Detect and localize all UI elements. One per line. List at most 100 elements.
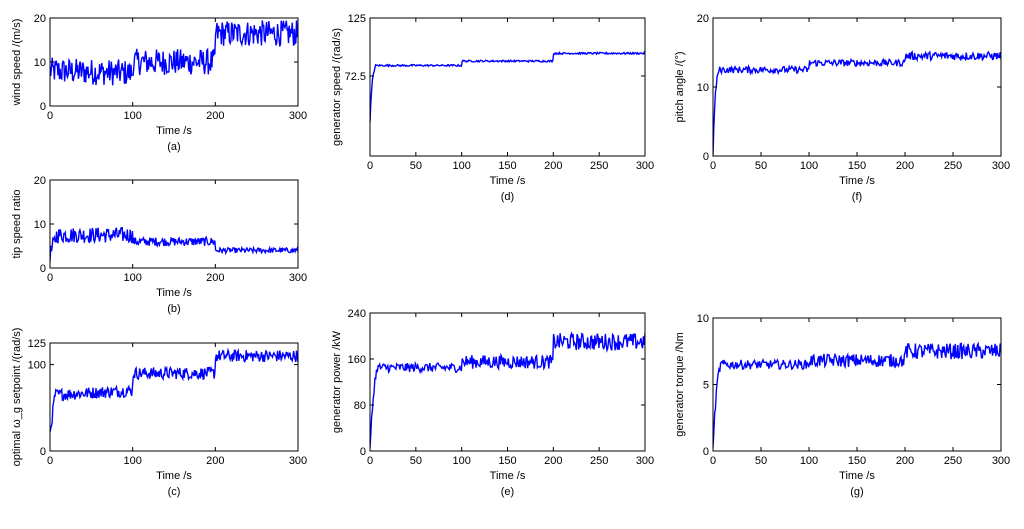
data-line-g [713,341,1001,448]
x-axis-label: Time /s [156,470,192,482]
x-axis-label: Time /s [839,470,875,482]
panel-caption: (b) [167,303,180,315]
x-tick-label: 150 [848,455,866,467]
y-tick-label: 20 [34,175,46,187]
y-tick-label: 10 [697,82,709,94]
x-tick-label: 250 [944,160,962,172]
panel-g: 0 50 100 150 200 250 300 0 5 10 Time /s (g) generato… [674,313,1010,498]
x-tick-label: 200 [206,455,224,467]
x-tick-label: 300 [992,160,1010,172]
x-tick-label: 300 [289,272,307,284]
y-tick-label: 240 [348,308,366,320]
panel-caption: (a) [167,141,180,153]
y-axis-label: wind speed /(m/s) [11,19,23,107]
y-tick-label: 72.5 [345,71,366,83]
y-axis-label: generator power /kW [331,330,343,433]
plot-frame-d [369,17,646,157]
x-tick-label: 0 [47,110,53,122]
x-axis-label: Time /s [156,287,192,299]
y-tick-label: 10 [34,219,46,231]
plot-frame-e [369,312,646,452]
y-axis-label: optimal ω_g setpoint /(rad/s) [11,328,23,467]
y-tick-label: 10 [697,313,709,325]
y-tick-label: 10 [34,57,46,69]
x-tick-label: 200 [896,160,914,172]
x-tick-label: 0 [710,455,716,467]
data-line-e [370,331,645,449]
x-tick-label: 100 [452,455,470,467]
y-tick-label: 0 [703,151,709,163]
y-tick-label: 20 [697,13,709,25]
x-tick-label: 100 [452,160,470,172]
x-tick-label: 200 [206,272,224,284]
y-tick-label: 0 [360,446,366,458]
x-tick-label: 300 [992,455,1010,467]
x-tick-label: 250 [944,455,962,467]
x-tick-label: 100 [123,455,141,467]
x-tick-label: 200 [544,455,562,467]
x-tick-label: 300 [289,455,307,467]
y-tick-label: 160 [348,354,366,366]
x-tick-label: 300 [636,160,654,172]
x-tick-label: 300 [636,455,654,467]
y-tick-label: 0 [40,446,46,458]
data-line-d [370,50,645,123]
y-tick-label: 0 [40,263,46,275]
x-tick-label: 50 [755,455,767,467]
plot-frame-b [49,179,299,269]
x-tick-label: 50 [755,160,767,172]
x-tick-label: 150 [498,455,516,467]
x-tick-label: 200 [544,160,562,172]
plot-frame-g [712,317,1002,452]
panel-d: 0 50 100 150 200 250 300 72.5 125 Time /s (d) gener… [331,13,654,203]
x-tick-label: 200 [206,110,224,122]
x-axis-label: Time /s [839,175,875,187]
x-axis-label: Time /s [156,125,192,137]
x-tick-label: 300 [289,110,307,122]
panel-caption: (c) [168,486,181,498]
panel-c: 0 100 200 300 0 100 125 Time /s (c) optimal ω_g s… [11,328,307,498]
x-tick-label: 150 [498,160,516,172]
panel-caption: (g) [850,486,863,498]
y-tick-label: 20 [34,13,46,25]
panel-e: 0 50 100 150 200 250 300 0 80 160 240 Time /s (e) gen… [331,308,654,498]
y-axis-label: pitch angle /(°) [674,51,686,122]
plot-frame-f [712,17,1002,157]
data-line-c [50,347,298,433]
x-tick-label: 100 [800,160,818,172]
x-tick-label: 50 [410,455,422,467]
x-tick-label: 0 [47,455,53,467]
panel-caption: (e) [501,486,514,498]
x-tick-label: 0 [710,160,716,172]
y-axis-label: generator torque /Nm [674,332,686,437]
y-axis-label: tip speed ratio [11,189,23,258]
data-line-a [50,20,298,86]
y-tick-label: 5 [703,380,709,392]
x-tick-label: 100 [800,455,818,467]
y-tick-label: 80 [354,400,366,412]
x-tick-label: 200 [896,455,914,467]
x-axis-label: Time /s [490,470,526,482]
data-line-f [713,50,1001,156]
x-tick-label: 0 [47,272,53,284]
x-tick-label: 0 [367,455,373,467]
y-tick-label: 100 [28,360,46,372]
x-tick-label: 250 [590,455,608,467]
panel-f: 0 50 100 150 200 250 300 0 10 20 Time /s (f) pitch a… [674,13,1010,203]
x-axis-label: Time /s [490,175,526,187]
panel-a: 0 100 200 300 0 10 20 Time /s (a) wind speed /(m/… [11,13,307,153]
x-tick-label: 100 [123,272,141,284]
panel-caption: (f) [852,191,862,203]
y-axis-label: generator speed /(rad/s) [331,28,343,146]
plot-frame-c [49,342,299,452]
y-tick-label: 0 [703,446,709,458]
data-line-b [50,226,298,262]
x-tick-label: 250 [590,160,608,172]
x-tick-label: 0 [367,160,373,172]
y-tick-label: 0 [40,101,46,113]
x-tick-label: 100 [123,110,141,122]
x-tick-label: 150 [848,160,866,172]
panel-b: 0 100 200 300 0 10 20 Time /s (b) tip speed ratio [11,175,307,315]
y-tick-label: 125 [348,13,366,25]
